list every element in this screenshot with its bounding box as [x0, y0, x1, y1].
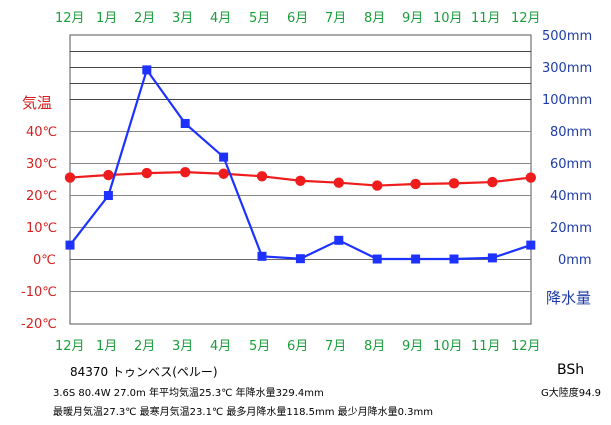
month-label: 6月 — [287, 339, 308, 354]
month-label: 3月 — [172, 11, 193, 26]
temp-point — [525, 172, 536, 183]
temp-point — [103, 169, 114, 181]
precip-point — [449, 254, 459, 264]
precip-tick-label: 20mm — [550, 221, 592, 236]
temp-axis-title: 気温 — [22, 94, 52, 112]
temp-point — [64, 172, 76, 183]
temp-point — [333, 177, 344, 188]
temp-axis: 気温 40℃ 30℃ 20℃ 10℃ 0℃ -10℃ -20℃ — [21, 94, 57, 332]
month-label: 11月 — [471, 11, 501, 26]
month-label: 12月 — [55, 11, 85, 26]
precip-point — [257, 251, 267, 261]
month-label: 2月 — [134, 11, 155, 26]
precip-tick-label: 0mm — [558, 253, 592, 268]
precip-series — [65, 65, 536, 264]
month-label: 6月 — [287, 11, 308, 26]
temp-point — [256, 171, 268, 182]
precip-point — [487, 253, 497, 263]
precip-point — [295, 254, 305, 264]
month-label: 1月 — [96, 11, 117, 26]
temp-grid — [70, 131, 531, 292]
month-label: 10月 — [433, 11, 463, 26]
continentality: G大陸度94.9 — [541, 386, 601, 399]
month-label: 12月 — [511, 339, 541, 354]
temp-point — [487, 176, 498, 188]
month-label: 11月 — [471, 339, 501, 354]
month-label: 10月 — [433, 339, 463, 354]
temp-tick-label: 20℃ — [26, 189, 57, 204]
temp-point — [448, 178, 460, 189]
precip-point — [372, 254, 382, 264]
temp-tick-label: 0℃ — [33, 253, 56, 268]
month-labels-top: 12月 1月 2月 3月 4月 5月 6月 7月 8月 9月 10月 11月 1… — [55, 11, 541, 26]
month-label: 7月 — [325, 11, 346, 26]
month-label: 9月 — [402, 339, 423, 354]
temp-tick-label: 30℃ — [26, 157, 57, 172]
temp-tick-label: -10℃ — [21, 285, 57, 300]
month-label: 5月 — [249, 339, 270, 354]
precip-tick-label: 300mm — [542, 61, 592, 76]
month-labels-bottom: 12月 1月 2月 3月 4月 5月 6月 7月 8月 9月 10月 11月 1… — [55, 339, 541, 354]
station-stats-2: 最暖月気温27.3℃ 最寒月気温23.1℃ 最多月降水量118.5mm 最少月降… — [53, 405, 433, 418]
temp-tick-label: -20℃ — [21, 317, 57, 332]
month-label: 8月 — [364, 339, 385, 354]
precip-point — [526, 240, 536, 250]
month-label: 12月 — [511, 11, 541, 26]
month-label: 9月 — [402, 11, 423, 26]
month-label: 5月 — [249, 11, 270, 26]
precip-point — [142, 65, 152, 75]
precip-axis: 500mm 300mm 100mm 80mm 60mm 40mm 20mm 0m… — [542, 29, 592, 307]
month-label: 1月 — [96, 339, 117, 354]
month-label: 4月 — [210, 339, 231, 354]
precip-point — [334, 235, 344, 245]
temp-tick-label: 10℃ — [26, 221, 57, 236]
month-label: 12月 — [55, 339, 85, 354]
precip-tick-label: 80mm — [550, 125, 592, 140]
temp-point — [180, 166, 191, 178]
month-label: 8月 — [364, 11, 385, 26]
temp-point — [218, 168, 229, 179]
precip-point — [103, 191, 113, 200]
precip-tick-label: 500mm — [542, 29, 592, 44]
month-label: 7月 — [325, 339, 346, 354]
station-stats-1: 3.6S 80.4W 27.0m 年平均気温25.3℃ 年降水量329.4mm — [53, 386, 324, 399]
precip-tick-label: 40mm — [550, 189, 592, 204]
temp-point — [410, 178, 421, 190]
precip-axis-title: 降水量 — [546, 289, 591, 307]
precip-point — [219, 152, 229, 162]
precip-point — [65, 240, 75, 250]
precip-point — [411, 254, 421, 264]
precip-tick-label: 60mm — [550, 157, 592, 172]
temp-point — [141, 167, 152, 179]
month-label: 3月 — [172, 339, 193, 354]
precip-point — [180, 119, 190, 128]
station-name: 84370 トゥンベス(ペルー) — [70, 365, 218, 379]
temp-point — [372, 180, 383, 191]
precip-line — [69, 67, 532, 261]
month-label: 4月 — [210, 11, 231, 26]
climate-code: BSh — [557, 362, 584, 378]
temp-series — [64, 166, 536, 191]
month-label: 2月 — [134, 339, 155, 354]
temp-tick-label: 40℃ — [26, 125, 57, 140]
temp-point — [295, 175, 306, 186]
precip-tick-label: 100mm — [542, 93, 592, 108]
